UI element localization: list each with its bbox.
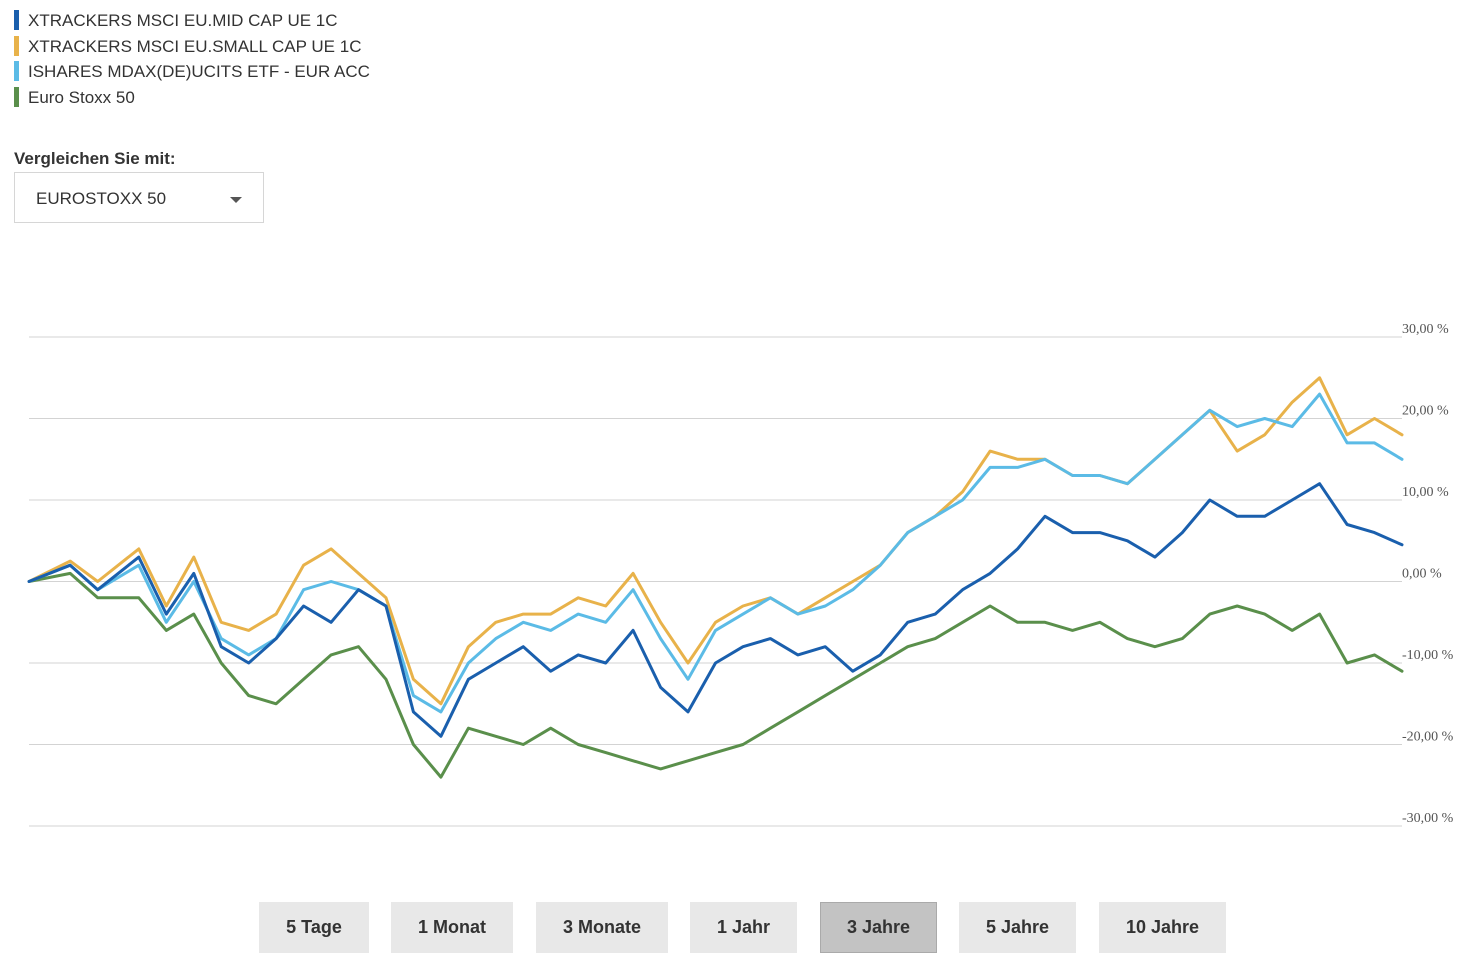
y-tick-label: 0,00 % (1402, 567, 1442, 582)
chevron-down-icon (230, 197, 242, 203)
series-line-2 (27, 392, 1404, 714)
compare-label: Vergleichen Sie mit: (14, 149, 176, 168)
y-tick-label: -10,00 % (1402, 648, 1454, 663)
legend-item-small-cap: XTRACKERS MSCI EU.SMALL CAP UE 1C (14, 34, 370, 60)
legend: XTRACKERS MSCI EU.MID CAP UE 1C XTRACKER… (14, 8, 370, 111)
compare-dropdown[interactable]: EUROSTOXX 50 (14, 172, 264, 223)
legend-label: XTRACKERS MSCI EU.MID CAP UE 1C (28, 11, 338, 30)
legend-item-mdax: ISHARES MDAX(DE)UCITS ETF - EUR ACC (14, 59, 370, 85)
period-1-jahr-button[interactable]: 1 Jahr (690, 902, 797, 953)
legend-item-mid-cap: XTRACKERS MSCI EU.MID CAP UE 1C (14, 8, 370, 34)
y-tick-label: 30,00 % (1402, 322, 1449, 337)
period-10-jahre-button[interactable]: 10 Jahre (1099, 902, 1226, 953)
period-3-jahre-button[interactable]: 3 Jahre (820, 902, 937, 953)
series-line-3 (27, 571, 1404, 779)
period-3-monate-button[interactable]: 3 Monate (536, 902, 668, 953)
period-1-monat-button[interactable]: 1 Monat (391, 902, 513, 953)
series-line-0 (27, 482, 1404, 738)
period-5-jahre-button[interactable]: 5 Jahre (959, 902, 1076, 953)
legend-swatch (14, 35, 19, 56)
y-tick-label: -20,00 % (1402, 730, 1454, 745)
legend-swatch (14, 10, 19, 30)
legend-label: Euro Stoxx 50 (28, 88, 135, 108)
line-chart: 30,00 % 20,00 % 10,00 % 0,00 % -10,00 % -20,0… (27, 322, 1454, 827)
legend-swatch (14, 61, 19, 82)
compare-selected-value: EUROSTOXX 50 (36, 189, 167, 208)
legend-item-euro-stoxx: Euro Stoxx 50 (14, 85, 370, 111)
legend-swatch (14, 87, 19, 108)
y-tick-label: 20,00 % (1402, 404, 1449, 419)
y-tick-label: -30,00 % (1402, 811, 1454, 826)
y-tick-label: 10,00 % (1402, 485, 1449, 500)
legend-label: XTRACKERS MSCI EU.SMALL CAP UE 1C (28, 36, 362, 56)
period-5-tage-button[interactable]: 5 Tage (259, 902, 369, 953)
legend-label: ISHARES MDAX(DE)UCITS ETF - EUR ACC (28, 62, 370, 82)
